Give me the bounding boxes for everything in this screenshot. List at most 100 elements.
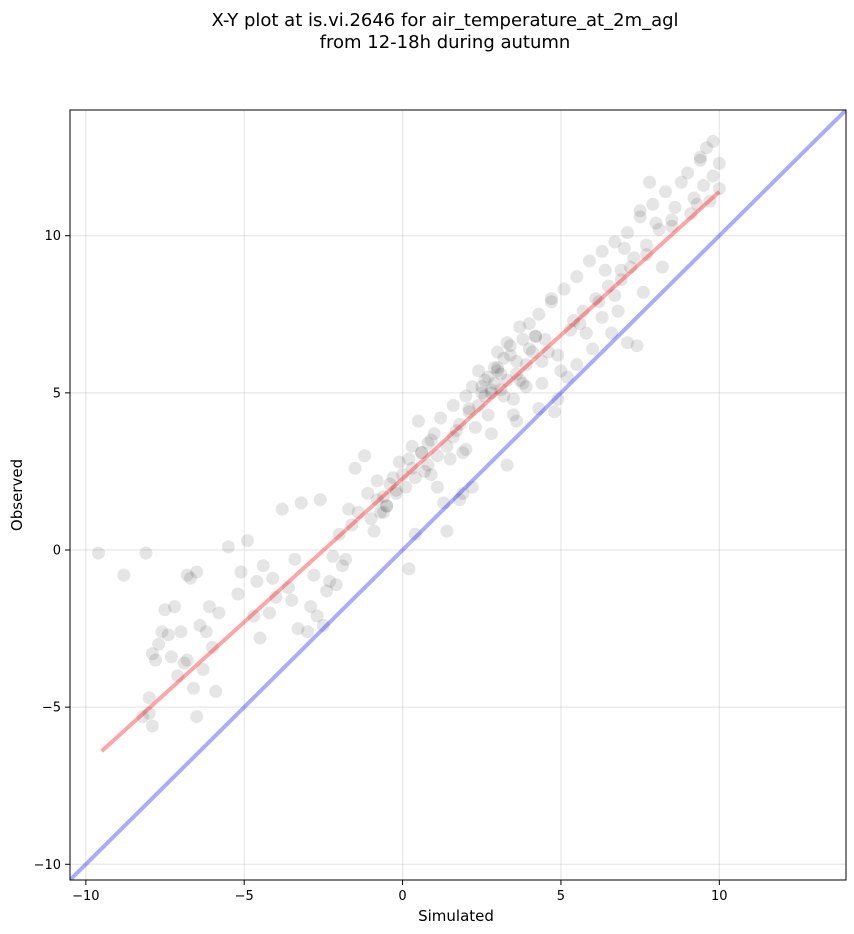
scatter-point <box>380 499 394 513</box>
plot-frame <box>69 109 847 881</box>
scatter-point <box>240 534 254 548</box>
scatter-point <box>576 304 590 318</box>
scatter-point <box>503 348 517 362</box>
scatter-point <box>529 329 543 343</box>
scatter-point <box>478 373 492 387</box>
y-tick-label: 10 <box>44 229 61 244</box>
scatter-point <box>503 339 517 353</box>
grid-lines <box>70 110 846 880</box>
scatter-point <box>171 669 185 683</box>
y-tick-label: 0 <box>53 544 61 559</box>
scatter-point <box>136 710 150 724</box>
scatter-point <box>693 153 707 167</box>
scatter-point <box>621 336 634 350</box>
scatter-point <box>370 493 384 507</box>
scatter-point <box>659 185 672 199</box>
scatter-point <box>598 263 612 277</box>
scatter-point <box>437 496 451 510</box>
scatter-point <box>348 461 362 475</box>
scatter-point <box>649 216 663 230</box>
scatter-point <box>190 710 204 724</box>
scatter-point <box>551 392 565 406</box>
scatter-point <box>443 452 457 466</box>
scatter-point <box>472 364 486 378</box>
scatter-point <box>142 691 156 705</box>
scatter-point <box>342 502 356 516</box>
scatter-point <box>164 650 178 664</box>
scatter-point <box>506 392 520 406</box>
scatter-point <box>706 134 720 148</box>
scatter-point <box>532 402 546 416</box>
scatter-point <box>665 213 679 227</box>
scatter-point <box>513 320 527 334</box>
scatter-point <box>630 339 644 353</box>
scatter-point <box>456 446 470 460</box>
scatter-point <box>373 505 387 519</box>
scatter-point <box>389 483 403 497</box>
scatter-point <box>190 565 204 579</box>
scatter-point <box>459 389 473 403</box>
scatter-point <box>415 446 429 460</box>
scatter-point <box>386 471 400 485</box>
scatter-point <box>633 204 647 218</box>
scatter-point <box>380 499 394 513</box>
scatter-point <box>250 574 264 588</box>
scatter-point <box>142 706 156 720</box>
scatter-point <box>525 345 539 359</box>
scatter-point <box>247 609 261 623</box>
scatter-point <box>586 342 600 356</box>
scatter-point <box>541 345 555 359</box>
scatter-point <box>652 222 666 236</box>
scatter-point <box>285 593 299 607</box>
scatter-point <box>532 307 546 321</box>
scatter-point <box>266 571 280 585</box>
scatter-point <box>567 314 581 328</box>
scatter-point <box>392 455 406 469</box>
scatter-point <box>449 424 463 438</box>
scatter-point <box>389 486 403 500</box>
scatter-point <box>335 559 349 573</box>
scatter-point <box>519 358 533 372</box>
scatter-point <box>161 628 175 642</box>
scatter-point <box>158 603 172 617</box>
scatter-point <box>500 458 514 472</box>
scatter-point <box>627 251 641 265</box>
scatter-point <box>155 625 169 639</box>
scatter-point <box>408 471 422 485</box>
scatter-point <box>522 342 536 356</box>
scatter-point <box>383 477 397 491</box>
scatter-point <box>212 606 226 620</box>
scatter-point <box>339 552 353 566</box>
scatter-point <box>668 200 682 214</box>
scatter-point <box>180 568 194 582</box>
scatter-point <box>263 606 276 620</box>
scatter-point <box>405 439 419 453</box>
scatter-point <box>446 398 460 412</box>
scatter-point <box>500 373 514 387</box>
scatter-point <box>408 527 422 541</box>
scatter-point <box>453 493 467 507</box>
scatter-point <box>484 383 498 397</box>
scatter-point <box>544 292 558 306</box>
scatter-point <box>544 295 558 309</box>
scatter-points <box>92 134 726 733</box>
scatter-point <box>605 326 619 340</box>
scatter-point <box>187 681 200 695</box>
scatter-point <box>640 248 653 262</box>
scatter-point <box>174 625 188 639</box>
scatter-point <box>275 502 289 516</box>
scatter-point <box>595 244 609 258</box>
scatter-point <box>570 270 584 284</box>
x-tick-label: −5 <box>235 889 254 904</box>
scatter-point <box>402 452 416 466</box>
x-tick-label: −10 <box>72 889 99 904</box>
scatter-point <box>582 254 596 268</box>
scatter-point <box>301 625 315 639</box>
scatter-point <box>180 653 194 667</box>
scatter-point <box>370 474 384 488</box>
scatter-point <box>440 439 454 453</box>
scatter-point <box>193 618 207 632</box>
scatter-point <box>510 354 524 368</box>
scatter-point <box>430 480 444 494</box>
